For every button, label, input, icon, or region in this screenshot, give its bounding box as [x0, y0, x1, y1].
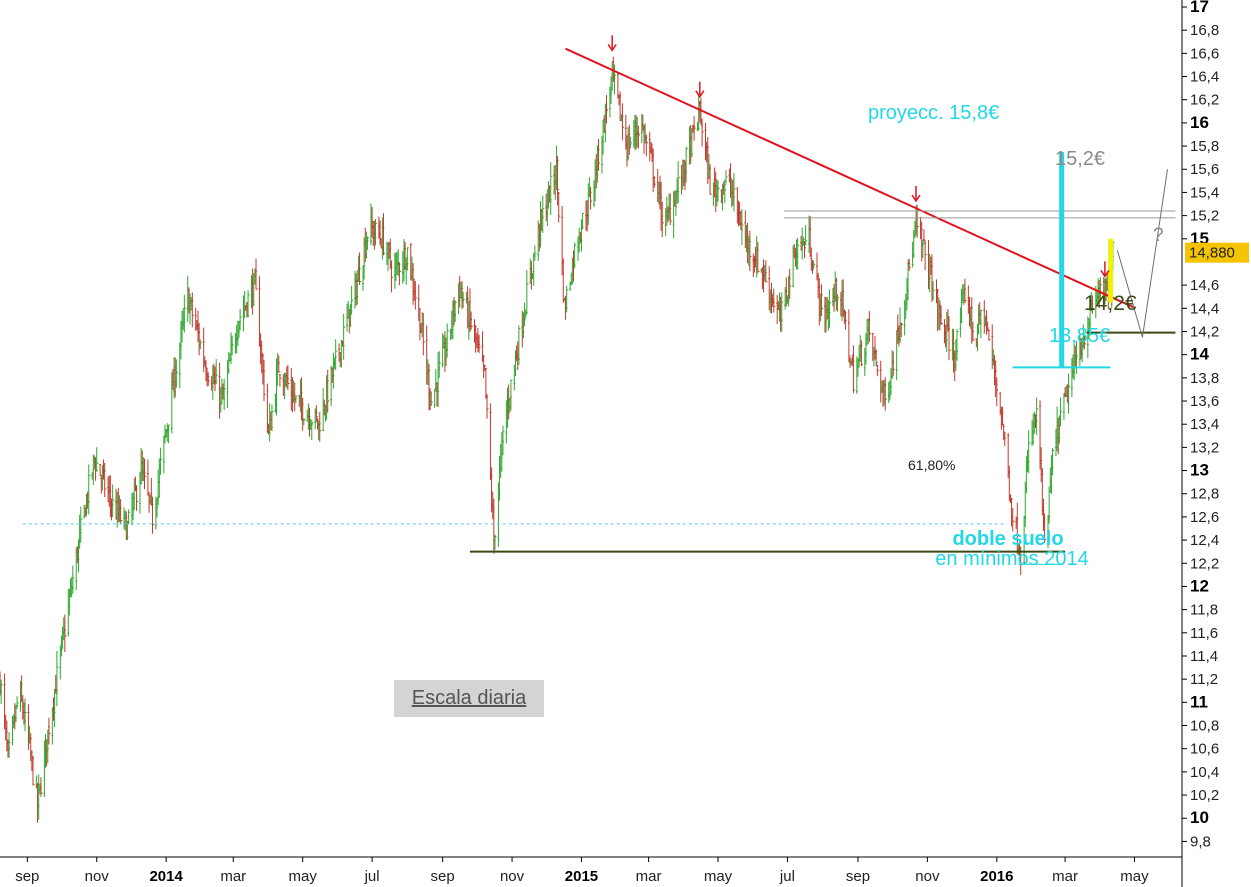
annotation-proj: proyecc. 15,8€: [868, 102, 999, 124]
x-axis: sep nov 2014 mar may jul sep nov 2015 mar may jul se…: [0, 856, 1182, 885]
x-tick-label: nov: [500, 868, 525, 885]
annotation-q: ?: [1153, 225, 1164, 246]
red-arrow-marker: [695, 81, 705, 99]
red-arrow-marker: [911, 186, 921, 203]
red-arrow-marker: [607, 35, 617, 52]
arrow-head: [911, 194, 921, 203]
y-tick-label: 13: [1190, 461, 1209, 480]
candles-layer: [0, 56, 1115, 823]
overlay-layer: [22, 35, 1176, 565]
y-tick-label: 10,6: [1190, 741, 1219, 758]
y-tick-label: 11,4: [1190, 648, 1218, 665]
scale-label: Escala diaria: [394, 680, 544, 717]
y-tick-label: 16,2: [1190, 92, 1219, 109]
y-tick-label: 12,6: [1190, 509, 1219, 526]
y-tick-label: 12,8: [1190, 486, 1219, 503]
line-scenario-path: [1116, 169, 1168, 338]
y-tick-label: 16,4: [1190, 69, 1219, 86]
x-tick-label: nov: [915, 868, 940, 885]
y-tick-label: 12,4: [1190, 532, 1219, 549]
annotation-ds2: en mínimos 2014: [935, 548, 1088, 570]
arrow-head: [607, 43, 617, 52]
y-tick-label: 17: [1190, 0, 1209, 16]
x-tick-label: may: [704, 868, 733, 885]
x-tick-label: mar: [1052, 868, 1078, 885]
x-tick-label: mar: [636, 868, 662, 885]
x-tick-label: 2014: [149, 868, 183, 885]
x-tick-label: 2016: [980, 868, 1013, 885]
last-price-badge: [1185, 242, 1249, 263]
y-tick-label: 11,8: [1190, 602, 1218, 619]
x-tick-label: may: [289, 868, 318, 885]
red-arrow-marker: [1100, 261, 1110, 278]
y-tick-label: 11,6: [1190, 625, 1218, 642]
y-tick-label: 10,8: [1190, 718, 1219, 735]
annotation-r152: 15,2€: [1055, 148, 1105, 170]
x-tick-label: mar: [220, 868, 246, 885]
y-tick-label: 12,2: [1190, 555, 1219, 572]
annotation-fib: 61,80%: [908, 457, 955, 473]
y-tick-label: 16,6: [1190, 45, 1219, 62]
y-tick-label: 13,4: [1190, 416, 1219, 433]
arrow-head: [1100, 269, 1110, 278]
x-tick-label: jul: [779, 868, 795, 885]
x-tick-label: sep: [846, 868, 870, 885]
y-tick-label: 9,8: [1190, 833, 1211, 850]
x-tick-label: jul: [364, 868, 380, 885]
y-tick-label: 11: [1190, 692, 1208, 711]
y-tick-label: 10,2: [1190, 787, 1219, 804]
y-tick-label: 14,6: [1190, 277, 1219, 294]
y-tick-label: 14,2: [1190, 323, 1219, 340]
x-tick-label: may: [1120, 868, 1149, 885]
scale-label-text: Escala diaria: [411, 687, 527, 709]
y-tick-label: 16: [1190, 113, 1209, 132]
y-tick-label: 10: [1190, 808, 1209, 827]
annotations-layer: proyecc. 15,8€ 15,2€? 14,2€ 13,85€ 61,80% dob…: [868, 102, 1164, 570]
y-tick-label: 15,2: [1190, 208, 1219, 225]
x-tick-label: sep: [431, 868, 455, 885]
y-tick-label: 14,4: [1190, 300, 1219, 317]
y-tick-label: 14: [1190, 345, 1209, 364]
x-tick-label: 2015: [565, 868, 598, 885]
x-tick-label: nov: [85, 868, 110, 885]
y-tick-label: 10,4: [1190, 764, 1219, 781]
y-axis: 9,8 10 10,2 10,4 10,6 10,8 11 11,2 11,4 11,6 11,8 1…: [1181, 0, 1249, 887]
annotation-ds1: doble suelo: [952, 528, 1063, 550]
arrow-head: [695, 90, 705, 99]
last-price-label: 14,880: [1189, 245, 1235, 262]
y-tick-label: 15,8: [1190, 138, 1219, 155]
y-tick-label: 13,8: [1190, 370, 1219, 387]
y-tick-label: 15,6: [1190, 161, 1219, 178]
annotation-s142: 14,2€: [1084, 292, 1137, 315]
x-tick-label: sep: [15, 868, 39, 885]
y-tick-label: 11,2: [1190, 671, 1218, 688]
y-tick-label: 16,8: [1190, 22, 1219, 39]
annotation-n1385: 13,85€: [1049, 325, 1110, 347]
y-tick-label: 13,6: [1190, 393, 1219, 410]
y-tick-label: 13,2: [1190, 439, 1219, 456]
y-tick-label: 15,4: [1190, 184, 1219, 201]
y-tick-label: 12: [1190, 576, 1209, 595]
line-downtrend: [565, 47, 1134, 309]
